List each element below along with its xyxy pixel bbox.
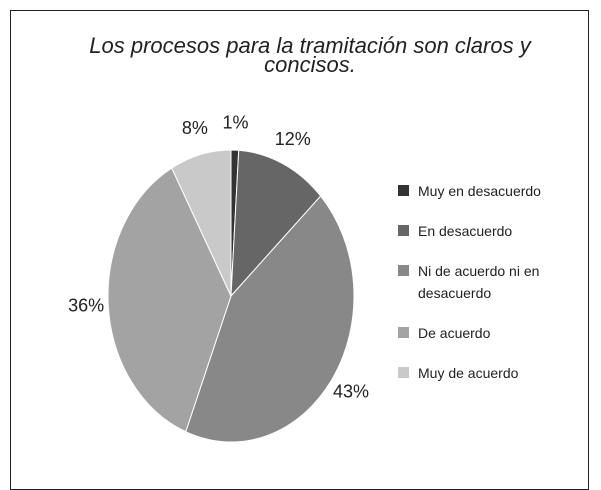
legend-label: En desacuerdo [418, 223, 513, 239]
legend-label: Ni de acuerdo ni en desacuerdo [418, 263, 540, 301]
chart: 1% 12% 43% 36% 8% [68, 113, 369, 443]
pie-slice [107, 167, 232, 433]
legend-label: Muy de acuerdo [418, 365, 519, 381]
pie-slice [171, 149, 232, 297]
legend-swatch [398, 367, 409, 378]
pie-slice [185, 195, 355, 443]
legend-swatch [398, 225, 409, 236]
legend-swatch [398, 327, 409, 338]
pie-slice [230, 149, 322, 298]
data-label: 1% [223, 113, 249, 133]
legend-label: Muy en desacuerdo [418, 183, 541, 199]
legend-label: De acuerdo [418, 325, 491, 341]
data-label: 36% [68, 296, 104, 316]
legend-swatch [398, 185, 409, 196]
data-label: 8% [182, 118, 208, 138]
chart-title: Los procesos para la tramitación son cla… [89, 33, 531, 77]
data-label: 43% [333, 382, 369, 402]
page: {"chart_data": {"type": "pie", "title": … [10, 10, 589, 490]
legend-swatch [398, 265, 409, 276]
data-label: 12% [275, 129, 311, 149]
